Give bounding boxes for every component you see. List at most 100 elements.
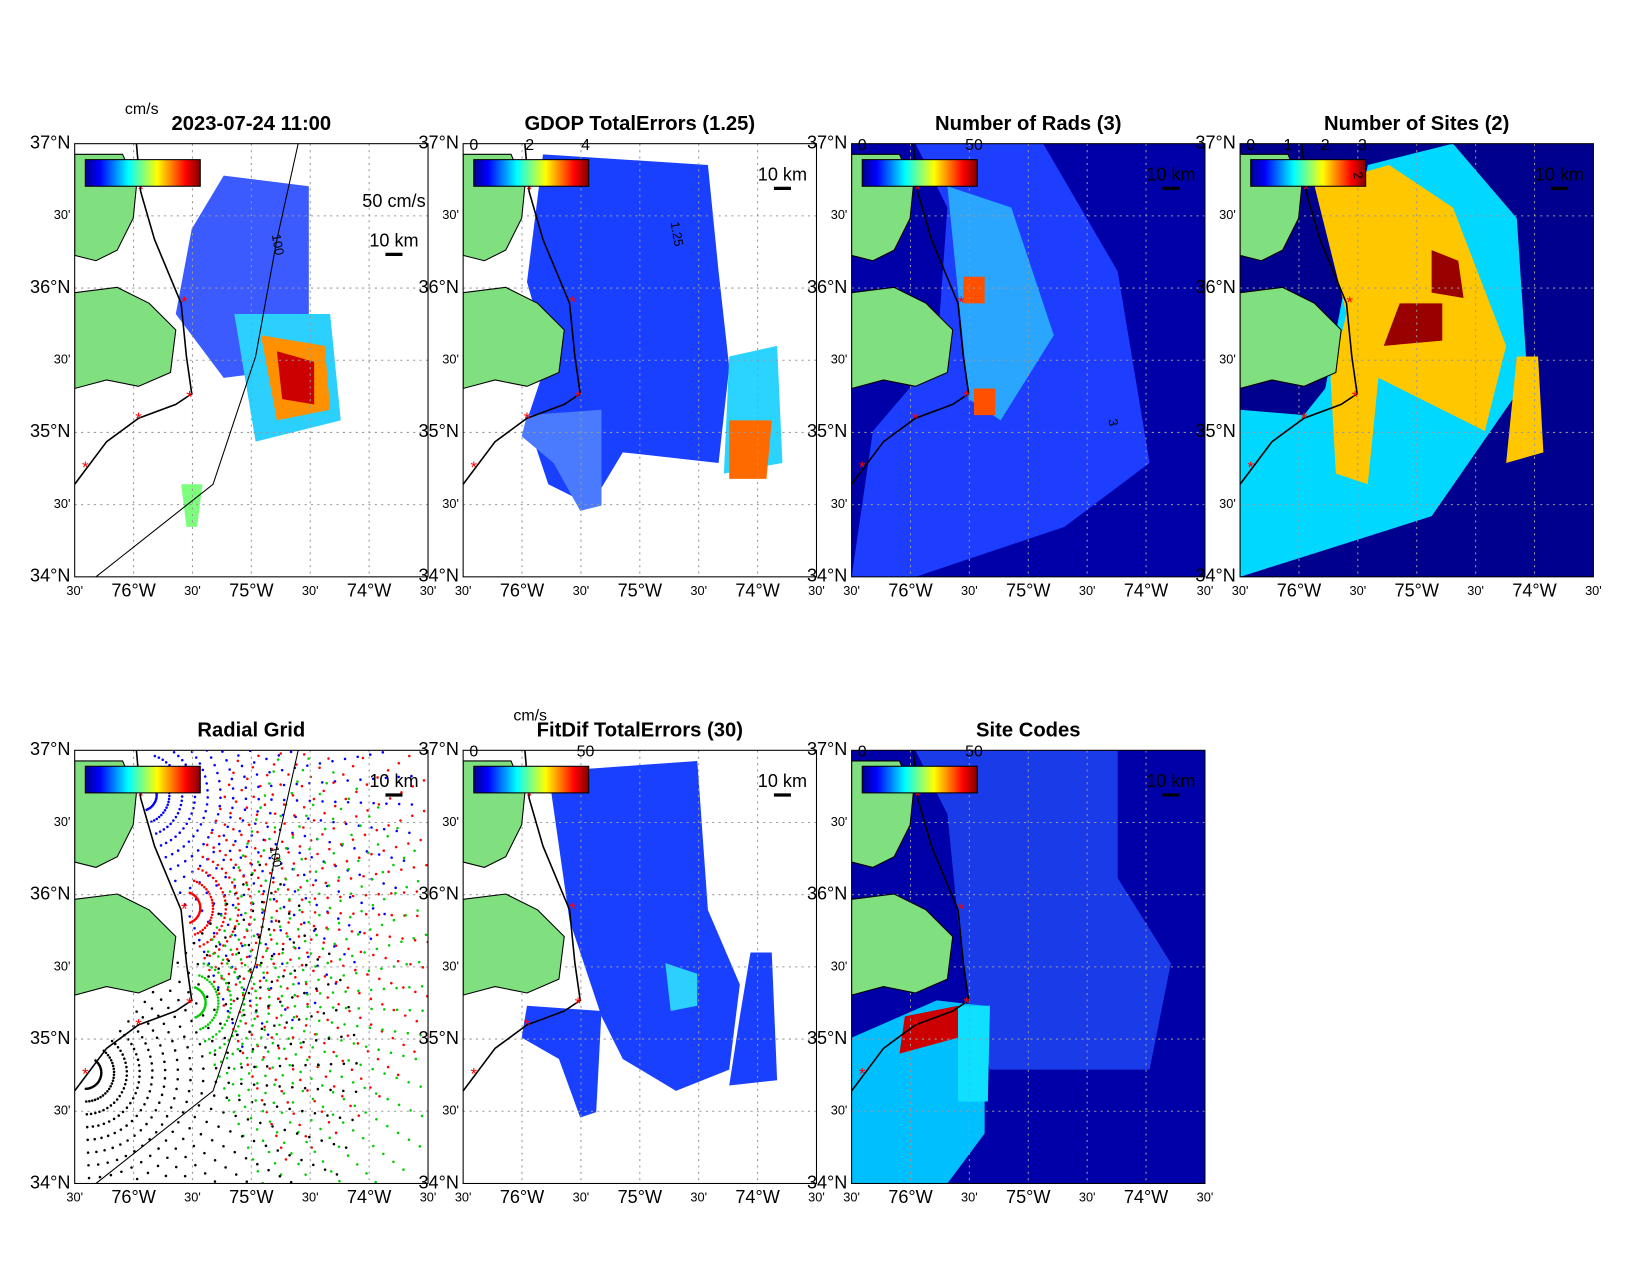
radial-point (269, 811, 272, 815)
radial-point (224, 954, 228, 957)
radial-point (201, 869, 204, 872)
radial-point (388, 797, 392, 800)
radial-point (98, 1175, 102, 1179)
lat-label: 35°N (30, 1028, 70, 1048)
radial-point (211, 1018, 214, 1022)
radial-point (250, 873, 253, 877)
radial-point (200, 975, 204, 978)
lat-label: 36°N (807, 883, 847, 903)
radial-point (338, 1179, 341, 1183)
radial-point (352, 1033, 356, 1037)
radial-point (244, 786, 248, 789)
radial-point (253, 918, 256, 921)
radial-point (224, 1002, 228, 1006)
radial-point (106, 1134, 110, 1138)
colorbar-tick: 50 (965, 137, 983, 154)
contour-label: 2 (1350, 171, 1366, 181)
panel-title: Number of Sites (2) (1324, 113, 1509, 135)
radial-point (273, 830, 277, 834)
radial-point (291, 996, 294, 999)
panel-title: FitDif TotalErrors (30) (537, 719, 743, 741)
radial-point (300, 1158, 303, 1162)
radial-point (150, 1116, 153, 1119)
radial-point (335, 1173, 339, 1176)
radial-point (303, 991, 306, 995)
radial-point (258, 997, 262, 1000)
radial-point (169, 1106, 173, 1109)
radial-point (313, 1111, 317, 1115)
radial-point (288, 1107, 291, 1111)
radial-point (225, 1071, 229, 1075)
radial-point (295, 782, 298, 786)
radial-point (337, 928, 341, 931)
colorbar (84, 765, 201, 794)
radial-point (157, 1147, 160, 1150)
radial-point (150, 1076, 154, 1079)
radial-point (244, 1022, 247, 1025)
radial-point (227, 981, 231, 985)
radial-point (294, 1053, 298, 1056)
radial-point (332, 827, 336, 830)
frame (851, 749, 1206, 1185)
radial-point (225, 1056, 229, 1060)
radial-point (238, 975, 241, 978)
radial-point (136, 1058, 140, 1061)
radial-point (392, 1008, 396, 1012)
radial-point (331, 1090, 335, 1094)
radial-point (235, 1033, 239, 1037)
radial-point (225, 1019, 229, 1023)
radial-point (121, 1053, 124, 1056)
radial-point (404, 913, 408, 917)
radial-point (243, 775, 246, 778)
lat-label: 36°N (1195, 277, 1235, 297)
radial-point (241, 993, 245, 997)
radial-point (87, 1163, 90, 1167)
radial-point (264, 1046, 267, 1049)
radial-point (194, 1163, 197, 1167)
radial-point (184, 1008, 187, 1012)
data-field (963, 276, 985, 304)
radial-point (247, 1072, 251, 1075)
radial-point (323, 811, 326, 815)
radial-point (315, 1032, 318, 1036)
radial-point (229, 1002, 233, 1006)
radial-point (293, 1004, 297, 1008)
colorbar (861, 765, 978, 794)
radial-point (255, 773, 259, 776)
radial-point (255, 813, 259, 816)
radial-point (203, 956, 206, 960)
lon-label: 30' (808, 1190, 825, 1205)
radial-point (266, 971, 269, 975)
radial-point (237, 938, 241, 941)
radial-point (202, 1067, 205, 1070)
radial-point (276, 888, 280, 891)
radial-point (224, 936, 227, 939)
radial-point (369, 1023, 373, 1026)
radial-point (313, 1150, 317, 1154)
radial-point (286, 935, 289, 938)
radial-point (278, 1174, 282, 1178)
radial-point (299, 1070, 302, 1074)
radial-point (240, 895, 243, 898)
radial-point (158, 830, 162, 833)
radial-point (202, 842, 205, 846)
radial-point (279, 1000, 282, 1004)
radial-point (348, 895, 352, 899)
radial-point (290, 791, 294, 795)
radial-point (266, 1050, 270, 1053)
radial-point (402, 891, 406, 894)
radial-point (208, 919, 212, 922)
radial-point (374, 872, 378, 876)
radial-point (303, 1086, 307, 1090)
radial-point (198, 882, 201, 885)
radial-point (383, 1008, 386, 1011)
radial-point (213, 763, 216, 767)
radial-point (231, 1083, 235, 1086)
radial-point (185, 1100, 188, 1104)
radial-point (225, 838, 228, 842)
radial-point (363, 1086, 366, 1090)
radial-point (215, 932, 219, 935)
radial-point (273, 1024, 276, 1027)
radial-point (261, 869, 264, 873)
radial-point (320, 1139, 323, 1142)
